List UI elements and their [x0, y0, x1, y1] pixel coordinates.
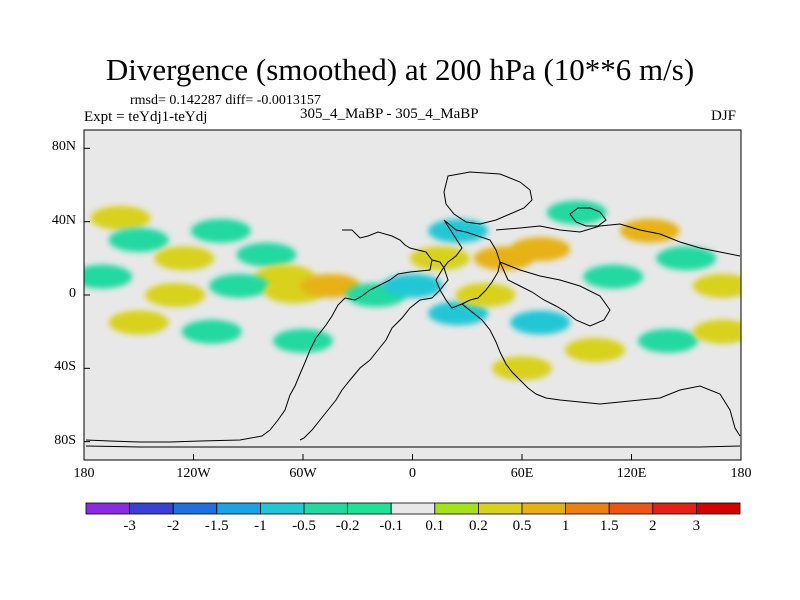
field-cell-21 [692, 273, 741, 298]
field-cell-6 [209, 273, 270, 298]
x-tick-label: 120W [176, 466, 211, 481]
coastlines [85, 171, 741, 448]
coastline-antarctica [85, 445, 741, 448]
y-tick-label: 80S [54, 432, 76, 448]
field-cell-8 [300, 273, 361, 298]
field-cell-27 [638, 328, 698, 353]
colorbar-swatch [129, 502, 174, 515]
field-cell-14 [455, 283, 516, 307]
coastline-eurasia-africa [435, 219, 501, 309]
field-cell-29 [692, 319, 741, 344]
colorbar-swatch [85, 502, 130, 515]
colorbar-label: -0.5 [292, 518, 316, 534]
field-cell-20 [656, 246, 717, 271]
colorbar-swatch [434, 502, 479, 515]
y-tick-label: 40S [54, 359, 76, 375]
colorbar-swatch [696, 502, 741, 515]
colorbar [85, 502, 741, 515]
y-tick-label: 80N [51, 139, 76, 155]
colorbar-swatch [347, 502, 392, 515]
x-tick-label: 180 [73, 466, 95, 481]
field-cell-10 [382, 273, 443, 298]
coastline-africa [461, 303, 741, 437]
field-cell-11 [409, 246, 470, 271]
x-tick-label: 120E [616, 466, 647, 481]
field-cell-0 [90, 206, 151, 230]
colorbar-label: -0.1 [379, 518, 404, 534]
y-tick-label: 0 [69, 286, 76, 301]
field-cell-19 [619, 218, 680, 243]
x-tick-label: 60E [510, 466, 534, 481]
coastline-americas-east [299, 259, 449, 441]
colorbar-label: 0.1 [425, 518, 445, 534]
field-cell-28 [492, 356, 552, 381]
colorbar-label: -0.2 [335, 518, 360, 534]
experiment-label: Expt = teYdj1-teYdj [84, 109, 208, 125]
colorbar-label: 1 [561, 518, 570, 534]
colorbar-swatch [477, 502, 523, 515]
field-cell-4 [236, 242, 297, 267]
colorbar-swatch [608, 502, 654, 515]
colorbar-swatch [565, 502, 610, 515]
x-tick-label: 0 [409, 466, 416, 481]
chart-title: Divergence (smoothed) at 200 hPa (10**6 … [105, 52, 695, 87]
colorbar-label: -3 [123, 518, 136, 534]
colorbar-swatch [259, 502, 305, 515]
colorbar-swatch [652, 502, 697, 515]
field-cell-3 [190, 218, 251, 243]
field-cell-16 [510, 237, 571, 262]
field-cell-23 [181, 319, 242, 344]
field-cell-24 [273, 328, 333, 353]
colorbar-label: 0.2 [469, 518, 488, 534]
colorbar-swatch [390, 502, 436, 515]
field-cell-18 [583, 264, 644, 289]
colorbar-label: 1.5 [599, 518, 619, 534]
colorbar-label: 0.5 [512, 518, 532, 534]
stats-label: rmsd= 0.142287 diff= -0.0013157 [130, 93, 321, 108]
axis-ticks [83, 147, 742, 460]
coastline-asia-south [499, 261, 611, 327]
field-cell-25 [510, 310, 571, 335]
field-cell-17 [546, 200, 607, 225]
coastline-scandinavia [569, 207, 607, 227]
colorbar-swatch [172, 502, 218, 515]
field-cell-1 [108, 228, 169, 252]
field-cell-22 [108, 310, 169, 335]
colorbar-label: -1.5 [204, 518, 229, 534]
field-cell-30 [84, 264, 133, 289]
colorbar-swatch [216, 502, 261, 515]
comparison-label: 305_4_MaBP - 305_4_MaBP [300, 106, 479, 122]
colorbar-label: -2 [166, 518, 180, 534]
divergence-field [84, 200, 741, 381]
season-label: DJF [711, 108, 737, 124]
colorbar-label: 2 [649, 518, 657, 534]
colorbar-label: 3 [692, 518, 701, 534]
field-cell-13 [428, 301, 489, 326]
colorbar-label: -1 [254, 518, 267, 534]
coastline-americas [85, 229, 433, 443]
colorbar-swatch [303, 502, 348, 515]
x-tick-label: 180 [730, 466, 752, 481]
y-tick-label: 40N [51, 212, 76, 228]
colorbar-swatch [521, 502, 566, 515]
field-cell-31 [145, 283, 206, 307]
x-tick-label: 60W [289, 466, 317, 481]
coastline-asia [495, 223, 741, 257]
coastline-greenland [443, 171, 533, 225]
field-cell-2 [154, 246, 215, 271]
field-cell-26 [565, 338, 625, 362]
